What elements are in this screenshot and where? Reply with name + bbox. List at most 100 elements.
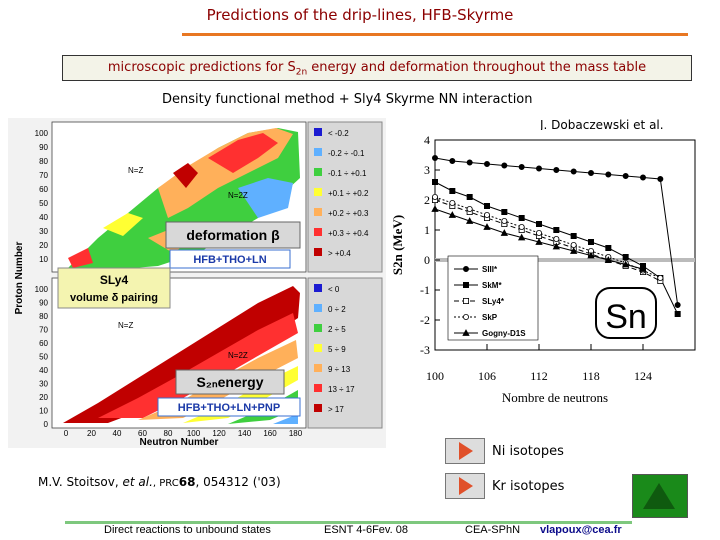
- data-point: [639, 265, 647, 272]
- method-text: Density functional method + Sly4 Skyrme …: [162, 92, 533, 107]
- ref-authors: M.V. Stoitsov,: [38, 475, 123, 489]
- nz-label-bottom: N=Z: [118, 321, 133, 330]
- legend-label: 9 ÷ 13: [328, 365, 351, 374]
- subtitle-post: energy and deformation throughout the ma…: [307, 60, 647, 75]
- page-title: Predictions of the drip-lines, HFB-Skyrm…: [206, 6, 514, 24]
- y-tick-label: -3: [420, 343, 430, 357]
- plot-area: [434, 139, 696, 351]
- legend-label: SLy4*: [482, 297, 505, 306]
- reference: M.V. Stoitsov, et al., PRC68, 054312 ('0…: [38, 475, 281, 489]
- sn-label: Sn: [605, 298, 647, 336]
- y-tick-label: 40: [39, 366, 48, 375]
- data-point: [449, 188, 456, 195]
- footer-institute: CEA-SPhN: [465, 524, 521, 536]
- data-point: [674, 310, 681, 317]
- footer-divider: [65, 521, 632, 524]
- x-tick-label: 60: [138, 429, 147, 438]
- legend-label: +0.3 ÷ +0.4: [328, 229, 369, 238]
- data-point: [587, 251, 595, 259]
- data-point: [484, 160, 491, 167]
- data-point: [605, 245, 612, 252]
- legend: SIII* SkM* SLy4* SkP Gogny-D1S: [454, 265, 526, 338]
- data-point: [466, 206, 473, 213]
- kr-isotopes-button[interactable]: [445, 473, 485, 499]
- ni-isotopes-button[interactable]: [445, 438, 485, 464]
- deformation-label: deformation β: [186, 227, 280, 243]
- subtitle-sub: 2n: [295, 67, 308, 78]
- ref-rest: , 054312 ('03): [195, 475, 281, 489]
- legend-swatch: [314, 168, 322, 176]
- y-tick-label: 30: [39, 227, 48, 236]
- legend-swatch: [314, 208, 322, 216]
- y-tick-label: 100: [35, 285, 49, 294]
- data-point: [657, 176, 664, 183]
- y-ticks-top: 100 90 80 70 60 50 40 30 20 10: [35, 129, 49, 264]
- data-point: [587, 170, 594, 177]
- x-tick-label: 118: [582, 369, 600, 383]
- footer-email[interactable]: vlapoux@cea.fr: [540, 524, 622, 536]
- data-point: [535, 230, 542, 237]
- data-point: [518, 224, 525, 231]
- legend-swatch: [314, 304, 322, 312]
- legend-label: > 17: [328, 405, 344, 414]
- legend-label: Gogny-D1S: [482, 329, 526, 338]
- data-point: [501, 218, 508, 225]
- home-button[interactable]: [632, 474, 688, 518]
- y-tick-label: 3: [424, 163, 430, 177]
- y-tick-label: 70: [39, 326, 48, 335]
- sn-badge: [595, 287, 657, 339]
- legend-label: +0.1 ÷ +0.2: [328, 189, 369, 198]
- data-point: [553, 227, 560, 234]
- data-point: [535, 221, 542, 228]
- legend-bottom: [307, 277, 383, 429]
- data-point: [569, 247, 578, 254]
- deformation-method-box: [169, 249, 291, 269]
- data-point: [483, 223, 491, 230]
- x-axis-label: Nombre de neutrons: [502, 390, 608, 405]
- y-tick-label: 4: [424, 133, 430, 147]
- pairing-label: volume δ pairing: [70, 292, 158, 304]
- y-tick-label: 70: [39, 171, 48, 180]
- title-divider: [182, 33, 688, 36]
- x-tick-label: 20: [87, 429, 96, 438]
- data-point: [432, 194, 439, 201]
- data-point: [570, 168, 577, 175]
- data-point: [466, 159, 473, 166]
- data-point: [463, 281, 470, 288]
- x-tick-label: 0: [64, 429, 69, 438]
- data-point: [535, 238, 543, 245]
- s2n-label: S₂ₙenergy: [196, 374, 263, 390]
- y-tick-label: 60: [39, 185, 48, 194]
- y-tick-label: 90: [39, 299, 48, 308]
- x-ticks: 100 106 112 118 124: [426, 344, 652, 383]
- data-point: [466, 194, 473, 201]
- subtitle-box: microscopic predictions for S2n energy a…: [62, 55, 692, 81]
- legend-swatch: [314, 344, 322, 352]
- y-tick-label: 40: [39, 213, 48, 222]
- data-point: [518, 164, 525, 171]
- x-tick-label: 124: [634, 369, 652, 383]
- data-point: [463, 265, 470, 272]
- x-ticks: 0 20 40 60 80 100 120 140 160 180: [64, 429, 303, 438]
- s2n-sn-chart: 4 3 2 1 0 -1 -2 -3 100 106 112 118 124 S2n (MeV) No…: [390, 130, 708, 420]
- s2n-method: HFB+THO+LN+PNP: [178, 402, 280, 414]
- legend-label: > +0.4: [328, 249, 351, 258]
- data-point: [449, 157, 456, 164]
- x-tick-label: 180: [289, 429, 303, 438]
- legend-swatch: [314, 404, 322, 412]
- data-point: [462, 329, 470, 336]
- legend-swatch: [314, 324, 322, 332]
- y-tick-label: 20: [39, 241, 48, 250]
- x-tick-label: 40: [113, 429, 122, 438]
- data-point: [587, 239, 594, 246]
- data-point: [463, 313, 470, 320]
- data-point: [639, 174, 646, 181]
- data-point: [552, 242, 561, 250]
- subtitle-pre: microscopic predictions for S: [107, 60, 296, 75]
- legend-label: < -0.2: [328, 129, 349, 138]
- x-tick-label: 100: [426, 369, 444, 383]
- footer-topic: Direct reactions to unbound states: [104, 524, 271, 536]
- legend-label: SkM*: [482, 281, 502, 290]
- legend-swatch: [314, 128, 322, 136]
